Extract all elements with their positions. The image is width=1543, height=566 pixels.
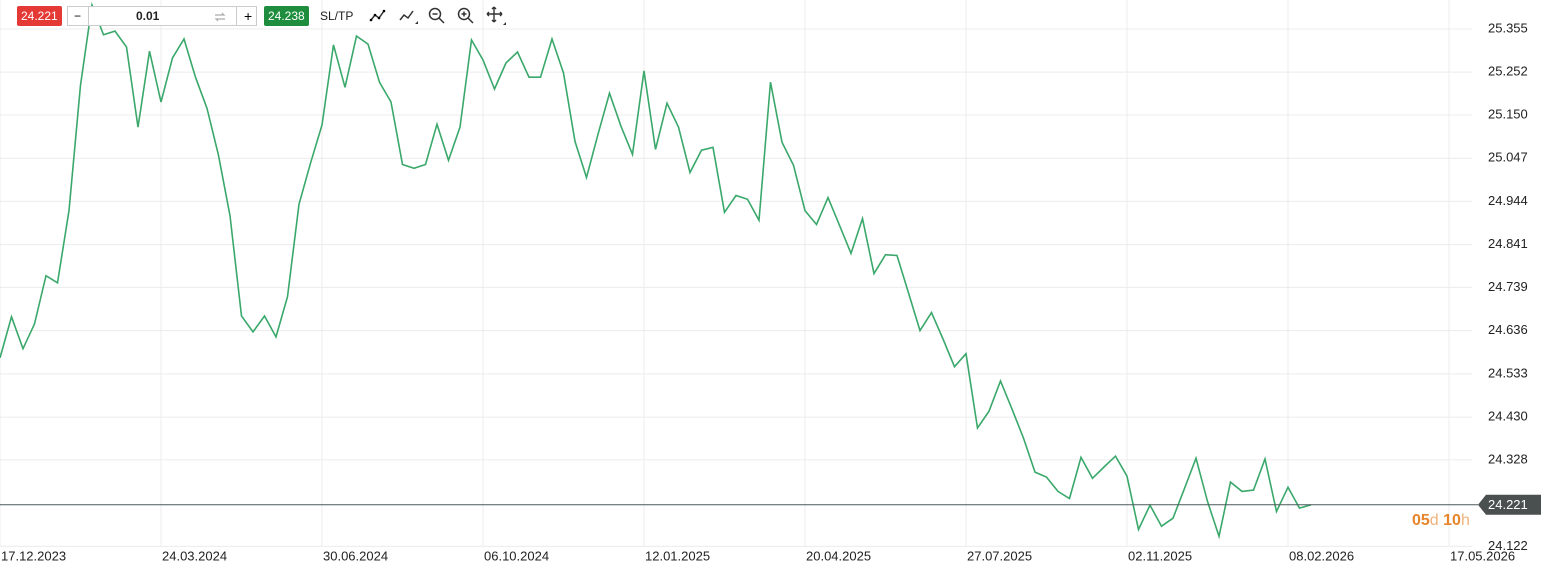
- swap-icon[interactable]: [213, 11, 227, 23]
- divider: [236, 7, 237, 25]
- sl-tp-button[interactable]: SL/TP: [320, 9, 354, 23]
- x-tick-label: 08.02.2026: [1289, 548, 1354, 563]
- y-tick-label: 24.841: [1488, 236, 1528, 251]
- plus-button[interactable]: +: [244, 8, 253, 24]
- y-tick-label: 25.252: [1488, 64, 1528, 79]
- y-tick-label: 25.355: [1488, 20, 1528, 35]
- countdown: 05d 10h: [1412, 512, 1470, 530]
- draw-icon[interactable]: [399, 10, 418, 24]
- x-tick-label: 24.03.2024: [162, 548, 227, 563]
- y-tick-label: 25.150: [1488, 106, 1528, 121]
- price-line: [0, 1, 1312, 540]
- x-tick-label: 30.06.2024: [323, 548, 388, 563]
- toolbar-icons: [369, 6, 506, 25]
- zoom-out-icon[interactable]: [428, 7, 445, 24]
- countdown-days: 05: [1412, 512, 1430, 529]
- y-tick-label: 24.122: [1488, 538, 1528, 553]
- y-tick-label: 24.636: [1488, 322, 1528, 337]
- x-tick-label: 02.11.2025: [1128, 548, 1192, 563]
- countdown-days-unit: d: [1429, 512, 1439, 529]
- divider: [88, 7, 89, 25]
- y-tick-label: 24.430: [1488, 409, 1528, 424]
- x-tick-label: 20.04.2025: [806, 548, 871, 563]
- y-tick-label: 24.328: [1488, 451, 1528, 466]
- line-chart-icon[interactable]: [369, 9, 386, 22]
- zoom-in-icon[interactable]: [457, 7, 474, 24]
- sell-price[interactable]: 24.221: [17, 6, 62, 26]
- y-tick-label: 25.047: [1488, 150, 1528, 165]
- y-tick-label: 24.944: [1488, 193, 1528, 208]
- current-price-label: 24.221: [1488, 497, 1528, 512]
- quantity[interactable]: 0.01: [136, 9, 160, 23]
- y-tick-label: 24.533: [1488, 365, 1528, 380]
- x-tick-label: 27.07.2025: [967, 548, 1032, 563]
- x-tick-label: 12.01.2025: [645, 548, 710, 563]
- y-tick-label: 24.739: [1488, 279, 1528, 294]
- countdown-hours-unit: h: [1460, 512, 1470, 529]
- quantity-box: − 0.01 +: [67, 6, 257, 26]
- countdown-hours: 10: [1443, 512, 1461, 529]
- buy-price[interactable]: 24.238: [264, 6, 309, 26]
- x-tick-label: 06.10.2024: [484, 548, 549, 563]
- x-tick-label: 17.05.2026: [1450, 548, 1515, 563]
- x-tick-label: 17.12.2023: [1, 548, 66, 563]
- minus-button[interactable]: −: [74, 9, 82, 23]
- current-price-box: [1478, 494, 1541, 515]
- pan-icon[interactable]: [486, 6, 506, 25]
